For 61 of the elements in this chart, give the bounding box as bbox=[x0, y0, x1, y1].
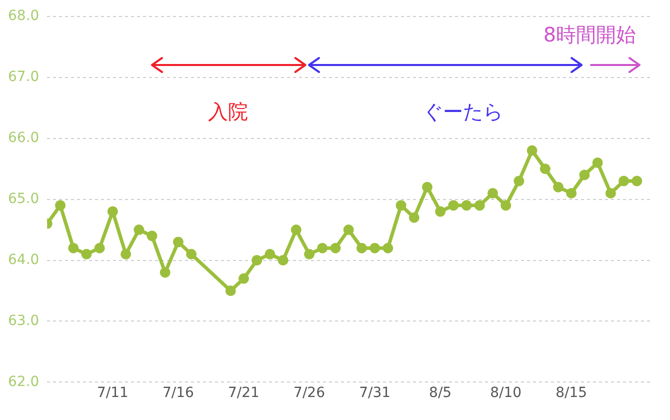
point bbox=[487, 188, 498, 198]
point bbox=[55, 200, 66, 211]
point bbox=[461, 200, 472, 211]
point bbox=[435, 206, 446, 217]
point bbox=[81, 248, 92, 260]
point bbox=[225, 286, 236, 296]
point bbox=[252, 255, 262, 266]
y-tick-label: 67.0 bbox=[8, 69, 40, 86]
point bbox=[579, 170, 590, 180]
point bbox=[343, 224, 354, 236]
point bbox=[238, 273, 249, 284]
x-tick-label: 7/26 bbox=[294, 385, 326, 402]
point bbox=[382, 242, 394, 254]
annotation: 入院 bbox=[208, 100, 248, 124]
point bbox=[304, 248, 315, 260]
point bbox=[146, 230, 158, 242]
point bbox=[448, 200, 459, 211]
point bbox=[526, 145, 538, 156]
point bbox=[500, 200, 512, 211]
y-tick-label: 68.0 bbox=[8, 8, 40, 24]
point bbox=[396, 200, 406, 211]
point bbox=[68, 242, 79, 254]
point bbox=[605, 188, 616, 198]
x-tick-label: 8/15 bbox=[556, 385, 588, 402]
point bbox=[632, 176, 642, 186]
point bbox=[514, 176, 524, 186]
point bbox=[553, 182, 564, 192]
point bbox=[317, 242, 328, 254]
point bbox=[94, 242, 105, 254]
point bbox=[474, 200, 485, 211]
y-tick-label: 66.0 bbox=[8, 130, 40, 146]
point bbox=[172, 236, 184, 248]
point bbox=[134, 224, 144, 236]
annotation: 8時間開始 bbox=[543, 22, 636, 47]
annotation: ぐーたら bbox=[423, 100, 504, 124]
point bbox=[370, 242, 380, 254]
point bbox=[264, 248, 276, 260]
x-tick-label: 8/5 bbox=[429, 385, 452, 402]
x-tick-label: 7/31 bbox=[359, 385, 391, 402]
point bbox=[540, 164, 550, 174]
x-tick-label: 7/16 bbox=[162, 385, 194, 402]
y-tick-label: 62.0 bbox=[8, 374, 40, 390]
x-tick-label: 7/11 bbox=[96, 385, 128, 402]
y-tick-label: 64.0 bbox=[8, 252, 40, 268]
point bbox=[422, 182, 432, 192]
point bbox=[408, 212, 420, 223]
y-tick-label: 63.0 bbox=[8, 312, 40, 329]
point bbox=[566, 188, 577, 198]
y-tick-label: 65.0 bbox=[8, 190, 40, 207]
point bbox=[278, 255, 288, 266]
point bbox=[186, 248, 197, 260]
point bbox=[120, 248, 132, 260]
point bbox=[160, 267, 170, 278]
point bbox=[290, 224, 302, 236]
x-tick-label: 7/21 bbox=[228, 385, 260, 402]
point bbox=[356, 242, 367, 254]
point bbox=[618, 176, 630, 186]
x-tick-label: 8/10 bbox=[490, 385, 522, 402]
point bbox=[330, 242, 341, 254]
point bbox=[592, 157, 603, 168]
point bbox=[107, 206, 118, 217]
